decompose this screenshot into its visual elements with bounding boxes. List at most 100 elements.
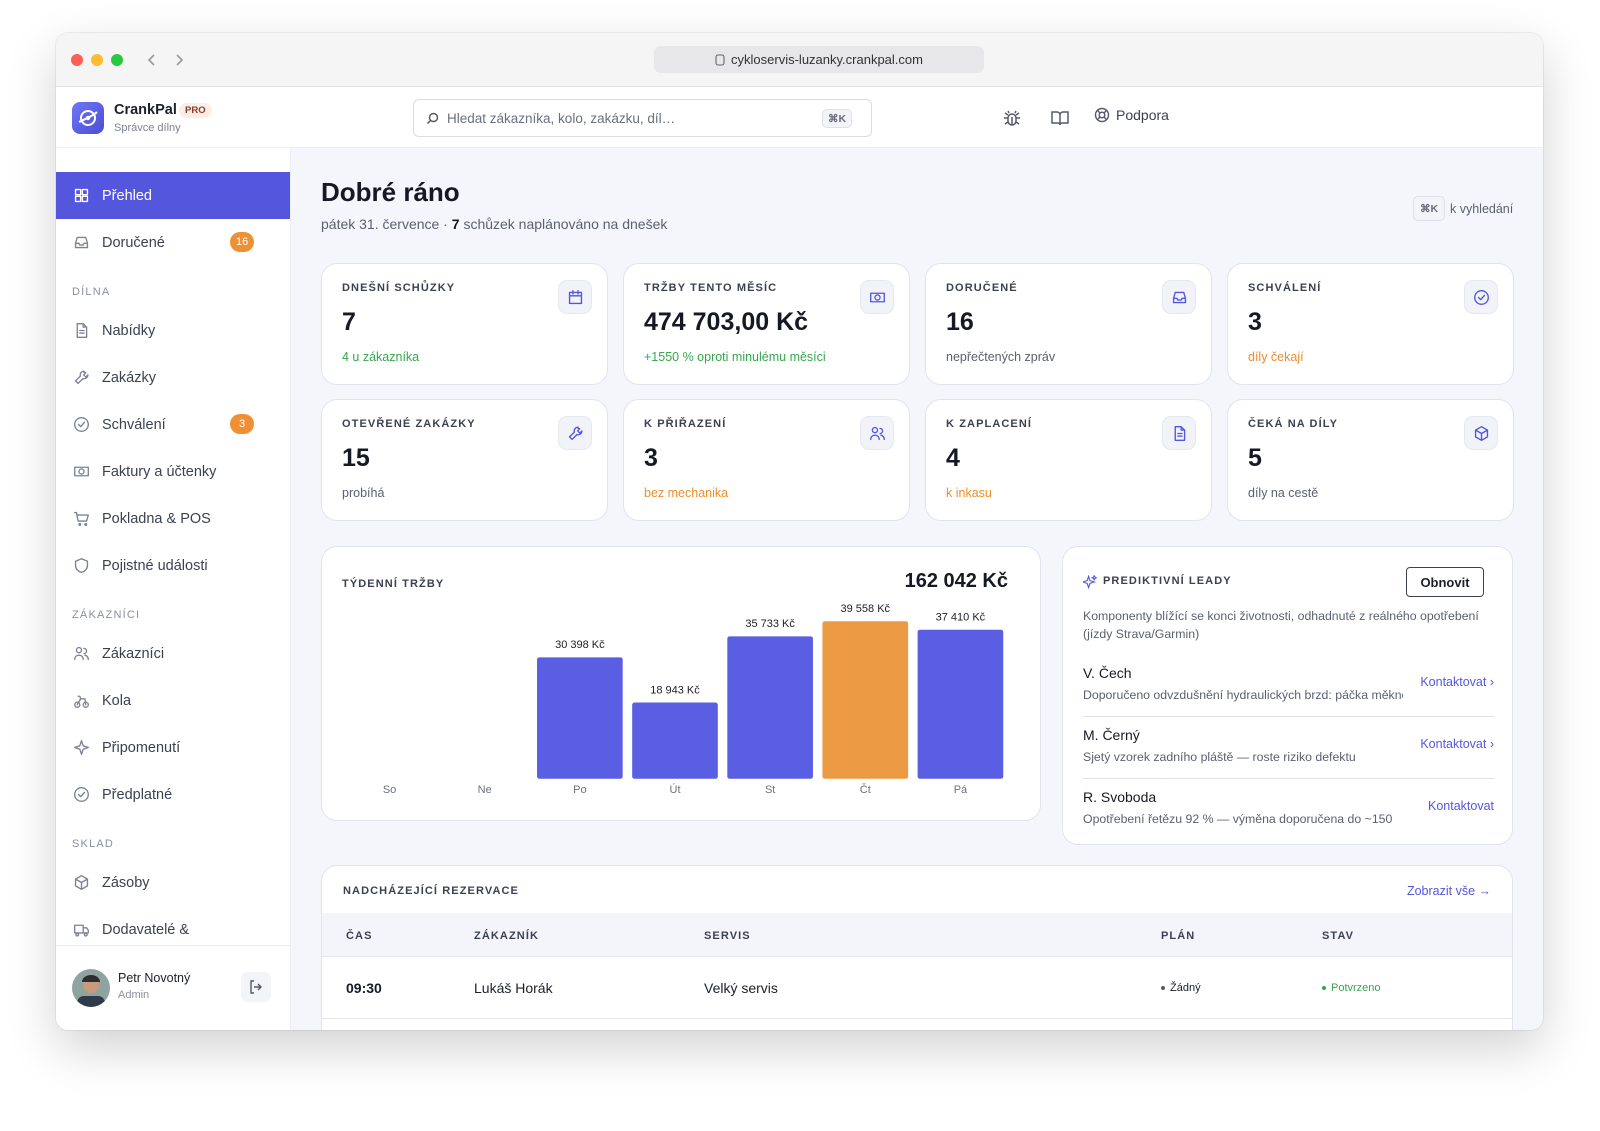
support-icon (1094, 107, 1110, 123)
stat-value: 16 (946, 308, 974, 336)
greeting-title: Dobré ráno (321, 177, 460, 207)
stat-value: 5 (1248, 444, 1262, 472)
nav-item[interactable]: Předplatné (56, 771, 290, 818)
forward-button[interactable] (173, 52, 185, 68)
bar (917, 629, 1004, 779)
appointment-text: schůzek naplánováno na dnešek (463, 216, 668, 232)
icon (1172, 291, 1186, 303)
icon (74, 188, 89, 203)
stat-note: +1550 % oproti minulému měsíci (644, 350, 826, 364)
logo[interactable] (72, 102, 104, 134)
weekly-revenue-card: TÝDENNÍ TRŽBY 162 042 Kč So Ne 30 398 Kč Po 18… (321, 546, 1041, 821)
page-icon (715, 53, 725, 66)
nav-label: Pokladna & POS (102, 510, 211, 527)
close-button[interactable] (71, 54, 83, 66)
column-header: PLÁN (1161, 930, 1196, 942)
table-cell: Lukáš Horák (474, 957, 553, 1019)
x-tick-label: So (383, 784, 396, 796)
column-header: ČAS (346, 930, 373, 942)
nav-label: Schválení (102, 416, 166, 433)
icon (74, 511, 89, 526)
stat-grid: DNEŠNÍ SCHŮZKY 7 4 u zákazníka TRŽBY TENTO … (321, 263, 1514, 521)
nav-item[interactable]: Přehled (56, 172, 290, 219)
nav-label: Nabídky (102, 322, 156, 339)
nav-badge: 16 (230, 232, 255, 252)
nav-item[interactable]: Faktury a účtenky (56, 448, 290, 495)
nav-section-title: DÍLNA (72, 286, 111, 298)
docs-icon[interactable] (1050, 108, 1070, 128)
nav-item[interactable]: Schválení 3 (56, 401, 290, 448)
search-box[interactable]: Hledat zákazníka, kolo, zakázku, díl… ⌘K (413, 99, 872, 137)
nav-item[interactable]: Zásoby (56, 859, 290, 906)
zoom-button[interactable] (111, 54, 123, 66)
bar (727, 636, 813, 779)
refresh-button[interactable]: Obnovit (1406, 567, 1484, 597)
nav-item[interactable]: Doručené 16 (56, 219, 290, 266)
nav-label: Dodavatelé & (102, 921, 190, 938)
nav-item[interactable]: Dodavatelé & (56, 906, 290, 945)
weekly-revenue-chart: TÝDENNÍ TRŽBY 162 042 Kč So Ne 30 398 Kč Po 18… (342, 570, 1008, 796)
lead-action[interactable]: Kontaktovat (1427, 799, 1494, 813)
logout-button[interactable] (241, 972, 271, 1002)
back-button[interactable] (146, 52, 158, 68)
nav-item[interactable]: Zakázky (56, 354, 290, 401)
nav-item[interactable]: Připomenutí (56, 724, 290, 771)
stat-card: DNEŠNÍ SCHŮZKY 7 4 u zákazníka (321, 263, 608, 385)
lead-action[interactable]: Kontaktovat › (1420, 675, 1494, 689)
stat-icon (558, 416, 592, 450)
user-panel: Petr Novotný Admin (56, 945, 290, 1030)
stat-icon (1162, 416, 1196, 450)
icon (74, 370, 89, 385)
stat-value: 7 (342, 308, 356, 336)
cell-text: Lukáš Horák (474, 980, 553, 996)
user-avatar[interactable] (72, 969, 110, 1007)
table-header: ČAS ZÁKAZNÍK SERVIS PLÁN STAV (322, 913, 1512, 957)
nav-item[interactable]: Kola (56, 677, 290, 724)
stat-label: ČEKÁ NA DÍLY (1248, 418, 1339, 430)
minimize-button[interactable] (91, 54, 103, 66)
bar-value-label: 18 943 Kč (650, 684, 700, 696)
stat-card: OTEVŘENÉ ZAKÁZKY 15 probíhá (321, 399, 608, 521)
bar (537, 657, 623, 779)
sidebar-nav: Přehled Doručené 16 DÍLNA Nabídky Zakázky Schv… (56, 172, 290, 945)
table-cell: 09:30 (346, 957, 382, 1019)
nav-item[interactable]: Zákazníci (56, 630, 290, 677)
stat-icon (1162, 280, 1196, 314)
lead-note: Doporučeno odvzdušnění hydraulických brz… (1083, 688, 1403, 702)
lead-note: Sjetý vzorek zadního pláště — roste rizi… (1083, 750, 1356, 764)
lead-row: M. Černý Sjetý vzorek zadního pláště — ro… (1083, 724, 1494, 779)
table-cell: Žádný (1161, 957, 1201, 1019)
lead-row: R. Svoboda Opotřebení řetězu 92 % — výměn… (1083, 786, 1494, 841)
stat-icon (558, 280, 592, 314)
nav-section-title: SKLAD (72, 838, 115, 850)
stat-note: díly na cestě (1248, 486, 1319, 500)
nav-item[interactable]: Nabídky (56, 307, 290, 354)
cell-text: Velký servis (704, 980, 778, 996)
address-bar[interactable]: cykloservis-luzanky.crankpal.com (654, 46, 984, 73)
stat-label: K PŘIŘAZENÍ (644, 418, 727, 430)
icon (568, 425, 583, 440)
stat-label: OTEVŘENÉ ZAKÁZKY (342, 418, 476, 430)
stat-note: bez mechanika (644, 486, 729, 500)
bug-icon[interactable] (1002, 108, 1022, 128)
support-link[interactable]: Podpora (1094, 107, 1169, 123)
bar-value-label: 39 558 Kč (841, 603, 891, 615)
nav-item[interactable]: Pokladna & POS (56, 495, 290, 542)
view-all-link[interactable]: Zobrazit vše → (1406, 884, 1491, 898)
x-tick-label: Čt (860, 783, 871, 796)
x-tick-label: St (765, 784, 775, 796)
leads-title: PREDIKTIVNÍ LEADY (1103, 575, 1232, 587)
stat-value: 474 703,00 Kč (644, 308, 809, 336)
status-dot (1322, 986, 1326, 990)
stat-card: SCHVÁLENÍ 3 díly čekají (1227, 263, 1514, 385)
stat-label: DORUČENÉ (946, 282, 1018, 294)
cell-text: 09:30 (346, 980, 382, 996)
nav-label: Faktury a účtenky (102, 463, 217, 480)
browser-window: cykloservis-luzanky.crankpal.com CrankPa… (56, 33, 1543, 1030)
icon (1473, 289, 1489, 305)
stat-note: 4 u zákazníka (342, 350, 420, 364)
lead-action[interactable]: Kontaktovat › (1420, 737, 1494, 751)
nav-item[interactable]: Pojistné události (56, 542, 290, 589)
